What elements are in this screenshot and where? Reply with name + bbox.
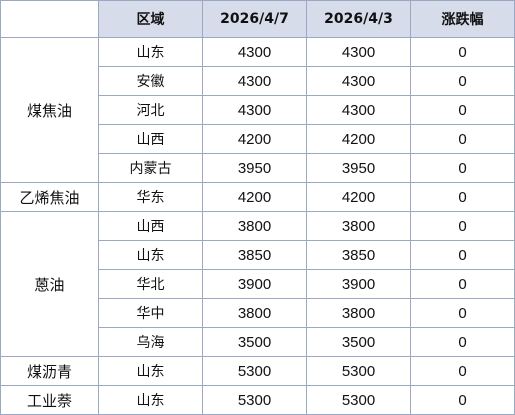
- change-cell: 0: [410, 37, 515, 67]
- table-row: 华北 3900 3900 0: [1, 269, 515, 299]
- price-new-cell: 3500: [202, 327, 307, 357]
- table-row: 华中 3800 3800 0: [1, 298, 515, 328]
- price-new-cell: 4300: [202, 66, 307, 96]
- change-cell: 0: [410, 211, 515, 241]
- table-row: 山西 4200 4200 0: [1, 124, 515, 154]
- price-new-cell: 4300: [202, 37, 307, 67]
- change-cell: 0: [410, 182, 515, 212]
- header-change: 涨跌幅: [410, 0, 515, 38]
- price-new-cell: 3900: [202, 269, 307, 299]
- region-cell: 华中: [98, 298, 203, 328]
- table-row: 内蒙古 3950 3950 0: [1, 153, 515, 183]
- change-cell: 0: [410, 153, 515, 183]
- header-product: [0, 0, 99, 38]
- price-old-cell: 4300: [306, 37, 411, 67]
- price-new-cell: 4200: [202, 124, 307, 154]
- price-old-cell: 3850: [306, 240, 411, 270]
- price-new-cell: 5300: [202, 385, 307, 415]
- product-cell: 工业萘: [0, 385, 99, 415]
- price-old-cell: 3800: [306, 211, 411, 241]
- region-cell: 山西: [98, 211, 203, 241]
- table-row: 工业萘 山东 5300 5300 0: [0, 385, 515, 415]
- price-new-cell: 4300: [202, 95, 307, 125]
- change-cell: 0: [410, 356, 515, 386]
- price-old-cell: 4200: [306, 124, 411, 154]
- header-region: 区域: [98, 0, 203, 38]
- price-new-cell: 4200: [202, 182, 307, 212]
- region-cell: 山东: [98, 356, 203, 386]
- header-date-old: 2026/4/3: [306, 0, 411, 38]
- header-date-new: 2026/4/7: [202, 0, 307, 38]
- table-row: 安徽 4300 4300 0: [1, 66, 515, 96]
- region-cell: 山东: [98, 385, 203, 415]
- change-cell: 0: [410, 385, 515, 415]
- product-cell: 蒽油: [0, 211, 99, 357]
- table-row: 煤焦油 山东 4300 4300 0: [0, 37, 515, 183]
- price-old-cell: 5300: [306, 356, 411, 386]
- change-cell: 0: [410, 269, 515, 299]
- product-cell: 乙烯焦油: [0, 182, 99, 212]
- header-row: 区域 2026/4/7 2026/4/3 涨跌幅: [0, 0, 515, 38]
- table-row: 乙烯焦油 华东 4200 4200 0: [0, 182, 515, 212]
- region-cell: 内蒙古: [98, 153, 203, 183]
- product-cell: 煤沥青: [0, 356, 99, 386]
- change-cell: 0: [410, 327, 515, 357]
- table-row: 山东 3850 3850 0: [1, 240, 515, 270]
- change-cell: 0: [410, 240, 515, 270]
- price-old-cell: 3900: [306, 269, 411, 299]
- price-old-cell: 4200: [306, 182, 411, 212]
- region-cell: 山东: [98, 240, 203, 270]
- region-cell: 山西: [98, 124, 203, 154]
- table-row: 河北 4300 4300 0: [1, 95, 515, 125]
- table-row: 煤沥青 山东 5300 5300 0: [0, 356, 515, 386]
- change-cell: 0: [410, 298, 515, 328]
- region-cell: 河北: [98, 95, 203, 125]
- region-cell: 山东: [98, 37, 203, 67]
- table-row: 蒽油 山西 3800 3800 0: [0, 211, 515, 357]
- price-old-cell: 3500: [306, 327, 411, 357]
- price-new-cell: 3800: [202, 298, 307, 328]
- price-old-cell: 3800: [306, 298, 411, 328]
- price-old-cell: 3950: [306, 153, 411, 183]
- change-cell: 0: [410, 124, 515, 154]
- region-cell: 安徽: [98, 66, 203, 96]
- table-body: 煤焦油 山东 4300 4300 0 安徽 4300 4300 0 河北 4300 4300 0 山西 42…: [0, 37, 515, 415]
- region-cell: 乌海: [98, 327, 203, 357]
- price-old-cell: 4300: [306, 66, 411, 96]
- price-new-cell: 3800: [202, 211, 307, 241]
- price-old-cell: 4300: [306, 95, 411, 125]
- product-cell: 煤焦油: [0, 37, 99, 183]
- price-old-cell: 5300: [306, 385, 411, 415]
- change-cell: 0: [410, 95, 515, 125]
- change-cell: 0: [410, 66, 515, 96]
- price-new-cell: 3950: [202, 153, 307, 183]
- region-cell: 华东: [98, 182, 203, 212]
- price-new-cell: 5300: [202, 356, 307, 386]
- region-cell: 华北: [98, 269, 203, 299]
- price-new-cell: 3850: [202, 240, 307, 270]
